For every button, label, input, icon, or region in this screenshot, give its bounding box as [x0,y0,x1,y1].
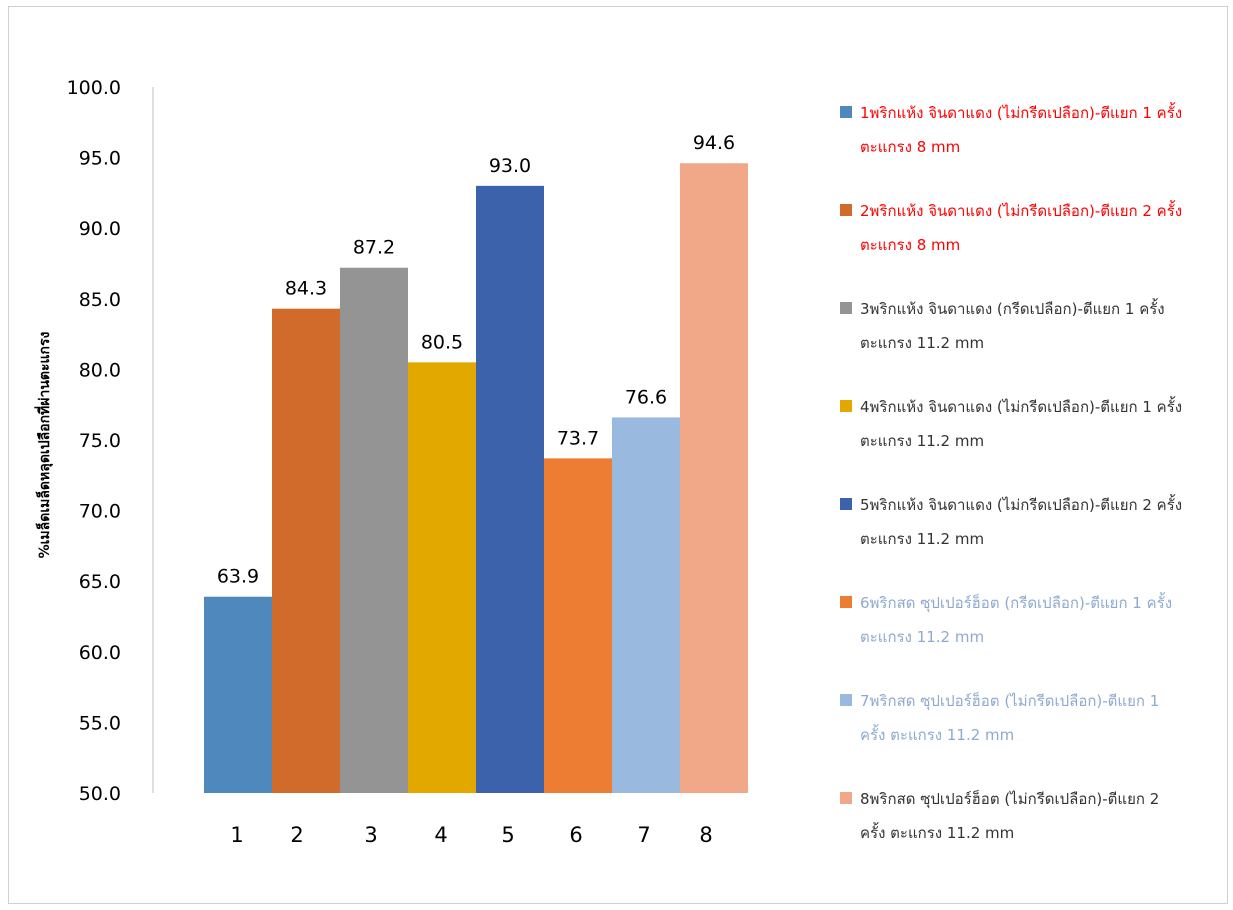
legend-label: 6พริกสด ซุปเปอร์ฮ็อต (กรีดเปลือก)-ตีแยก … [860,594,1173,646]
x-tick-label-7: 7 [637,823,650,847]
legend-item-4: 4พริกแห้ง จินดาแดง (ไม่กรีดเปลือก)-ตีแยก… [840,390,1225,488]
y-tick-label: 60.0 [79,642,121,664]
legend-swatch [840,498,852,510]
value-label-3: 87.2 [353,237,395,259]
legend-swatch [840,204,852,216]
value-label-6: 73.7 [557,427,599,449]
bar-3 [340,267,408,794]
value-label-5: 93.0 [489,155,531,177]
legend-item-1: 1พริกแห้ง จินดาแดง (ไม่กรีดเปลือก)-ตีแยก… [840,96,1225,194]
legend-swatch [840,596,852,608]
legend-swatch [840,106,852,118]
value-label-1: 63.9 [217,566,259,588]
legend-label: 8พริกสด ซุปเปอร์ฮ็อต (ไม่กรีดเปลือก)-ตีแ… [860,790,1160,842]
bar-1 [204,596,272,793]
legend: 1พริกแห้ง จินดาแดง (ไม่กรีดเปลือก)-ตีแยก… [840,96,1225,880]
x-tick-label-2: 2 [290,823,303,847]
y-tick-label: 50.0 [79,783,121,805]
x-axis-labels-group: 1 2 3 4 5 6 7 8 [230,823,712,847]
legend-swatch [840,792,852,804]
bars-group [204,163,748,794]
y-tick-label: 65.0 [79,571,121,593]
legend-swatch [840,400,852,412]
bar-5 [476,185,544,794]
legend-item-7: 7พริกสด ซุปเปอร์ฮ็อต (ไม่กรีดเปลือก)-ตีแ… [840,684,1225,782]
y-tick-label: 90.0 [79,218,121,240]
y-tick-label: 85.0 [79,289,121,311]
legend-label: 7พริกสด ซุปเปอร์ฮ็อต (ไม่กรีดเปลือก)-ตีแ… [860,692,1160,744]
bar-7 [612,417,680,793]
legend-swatch [840,694,852,706]
legend-swatch [840,302,852,314]
legend-item-8: 8พริกสด ซุปเปอร์ฮ็อต (ไม่กรีดเปลือก)-ตีแ… [840,782,1225,880]
legend-item-2: 2พริกแห้ง จินดาแดง (ไม่กรีดเปลือก)-ตีแยก… [840,194,1225,292]
legend-label: 5พริกแห้ง จินดาแดง (ไม่กรีดเปลือก)-ตีแยก… [860,496,1183,548]
x-tick-label-1: 1 [230,823,243,847]
x-tick-label-3: 3 [364,823,377,847]
y-axis-title: %เมล็ดเมล็ดหลุดเปลือกที่ผ่านตะแกรง [34,331,53,558]
x-tick-label-5: 5 [501,823,514,847]
legend-item-5: 5พริกแห้ง จินดาแดง (ไม่กรีดเปลือก)-ตีแยก… [840,488,1225,586]
y-tick-label: 75.0 [79,430,121,452]
bar-8 [680,163,748,794]
y-tick-label: 55.0 [79,712,121,734]
y-tick-label: 80.0 [79,359,121,381]
legend-item-6: 6พริกสด ซุปเปอร์ฮ็อต (กรีดเปลือก)-ตีแยก … [840,586,1225,684]
x-tick-label-4: 4 [434,823,447,847]
legend-label: 1พริกแห้ง จินดาแดง (ไม่กรีดเปลือก)-ตีแยก… [860,104,1183,156]
legend-item-3: 3พริกแห้ง จินดาแดง (กรีดเปลือก)-ตีแยก 1 … [840,292,1225,390]
value-label-7: 76.6 [625,386,667,408]
bar-6 [544,458,612,793]
value-label-8: 94.6 [693,132,735,154]
bar-4 [408,362,476,793]
y-tick-label: 95.0 [79,148,121,170]
y-tick-label: 100.0 [67,77,121,99]
value-label-2: 84.3 [285,278,327,300]
legend-label: 4พริกแห้ง จินดาแดง (ไม่กรีดเปลือก)-ตีแยก… [860,398,1183,450]
x-tick-label-6: 6 [569,823,582,847]
value-labels-group: 63.9 84.3 87.2 80.5 93.0 73.7 76.6 94.6 [217,132,735,587]
bar-2 [272,308,340,793]
value-label-4: 80.5 [421,331,463,353]
x-tick-label-8: 8 [699,823,712,847]
y-tick-label: 70.0 [79,501,121,523]
legend-label: 3พริกแห้ง จินดาแดง (กรีดเปลือก)-ตีแยก 1 … [860,300,1165,352]
y-axis-ticks: 50.0 55.0 60.0 65.0 70.0 75.0 80.0 85.0 90.0 95.0… [67,77,121,805]
legend-label: 2พริกแห้ง จินดาแดง (ไม่กรีดเปลือก)-ตีแยก… [860,202,1183,254]
